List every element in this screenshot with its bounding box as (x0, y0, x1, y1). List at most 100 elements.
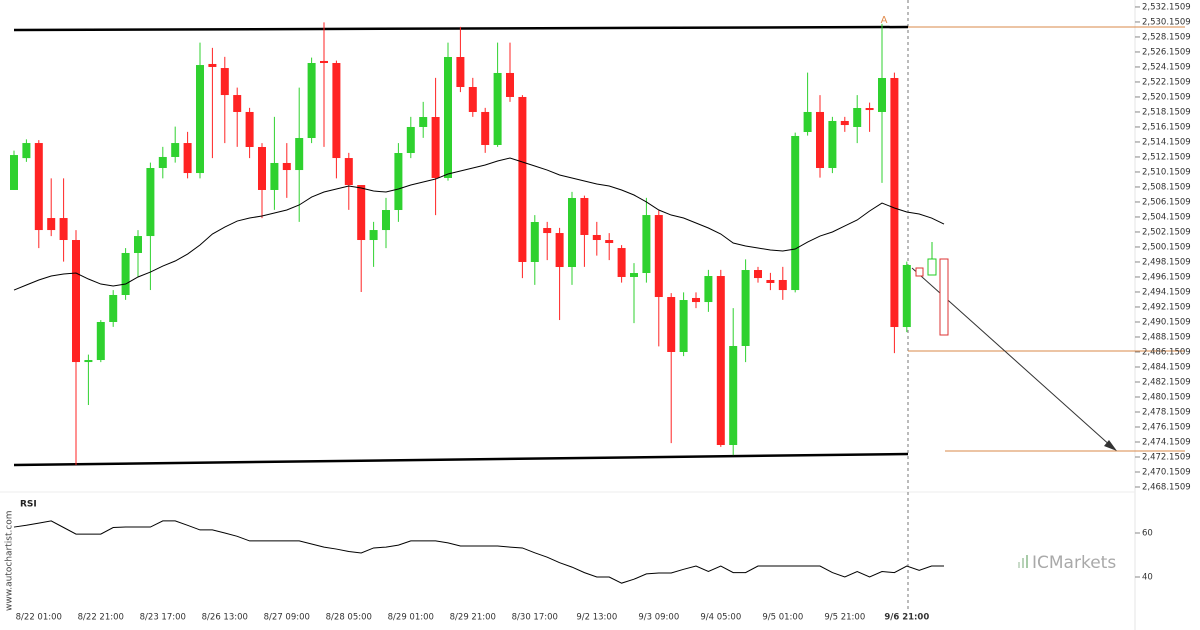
rsi-line (13, 520, 944, 584)
y-tick-label: 2,498.1509 (1142, 257, 1191, 267)
candle-body (208, 63, 217, 67)
candle-body (382, 210, 390, 231)
candle-body (344, 158, 353, 186)
y-tick-label: 2,476.1509 (1142, 422, 1191, 432)
candle-body (704, 276, 713, 303)
y-tick-label: 2,494.1509 (1142, 287, 1191, 297)
x-tick-label: 9/4 05:00 (700, 613, 741, 623)
candle-body (642, 215, 651, 274)
candle-body (592, 234, 601, 241)
y-tick-label: 2,482.1509 (1142, 377, 1191, 387)
candle-body (369, 230, 378, 241)
x-tick-label: 8/22 21:00 (78, 613, 124, 623)
x-tick-label: 8/28 05:00 (326, 613, 372, 623)
candle-body (865, 108, 874, 111)
candle-body (158, 156, 167, 169)
candle-body (568, 198, 576, 268)
y-tick-label: 2,488.1509 (1142, 332, 1191, 342)
candle-body (295, 138, 304, 171)
candle-body (617, 248, 626, 277)
x-tick-label: 9/5 21:00 (824, 613, 865, 623)
candle-body (468, 87, 477, 112)
candle-body (320, 60, 328, 64)
support-line (13, 452, 909, 467)
y-tick-label: 2,472.1509 (1142, 452, 1191, 462)
candle-body (754, 270, 762, 279)
y-tick-label: 2,528.1509 (1142, 32, 1191, 42)
y-tick-label: 2,514.1509 (1142, 137, 1191, 147)
candle-body (233, 95, 242, 112)
candle-body (121, 252, 130, 295)
candle-body (183, 143, 192, 174)
y-tick-label: 2,530.1509 (1142, 17, 1191, 27)
y-tick-label: 2,506.1509 (1142, 197, 1191, 207)
candle-body (716, 276, 725, 445)
x-tick-label: 9/2 13:00 (576, 613, 617, 623)
brand-icon (1018, 555, 1028, 568)
candle-body (791, 135, 800, 291)
y-tick-label: 2,524.1509 (1142, 62, 1191, 72)
candle-body (555, 233, 564, 268)
pattern-marker: A (881, 15, 888, 26)
x-tick-label: 9/3 09:00 (638, 613, 679, 623)
candle-body (741, 270, 750, 346)
y-tick-label: 40 (1142, 573, 1153, 583)
x-tick-label: 9/6 21:00 (884, 613, 929, 623)
y-tick-label: 2,502.1509 (1142, 227, 1191, 237)
candle-body (853, 108, 862, 127)
candle-body (605, 240, 614, 244)
candle-body (419, 117, 428, 127)
projected-candle (939, 258, 949, 336)
candle-body (84, 360, 93, 363)
candle-body (692, 297, 700, 303)
candle-body (518, 96, 527, 262)
brand-logo: ICMarkets (1032, 553, 1116, 573)
candle-body (270, 162, 279, 190)
candle-body (134, 236, 142, 253)
candle-body (245, 111, 254, 148)
candle-body (332, 63, 341, 159)
moving-average (13, 157, 945, 291)
candle-body (307, 63, 316, 139)
y-tick-label: 2,520.1509 (1142, 92, 1191, 102)
y-tick-label: 2,510.1509 (1142, 167, 1191, 177)
rsi-title: RSI (20, 500, 37, 510)
y-tick-label: 2,496.1509 (1142, 272, 1191, 282)
candle-body (146, 168, 155, 237)
candle-body (96, 321, 105, 361)
y-tick-label: 2,468.1509 (1142, 482, 1191, 492)
y-tick-label: 2,486.1509 (1142, 347, 1191, 357)
candle-body (729, 345, 738, 445)
candle-body (282, 162, 291, 171)
candle-body (679, 300, 688, 352)
candle-body (10, 155, 18, 190)
x-tick-label: 8/29 21:00 (450, 613, 496, 623)
y-tick-label: 2,490.1509 (1142, 317, 1191, 327)
candle-body (766, 279, 775, 283)
y-tick-label: 60 (1142, 529, 1153, 539)
candle-body (803, 111, 812, 133)
candle-body (667, 297, 676, 352)
y-tick-label: 2,500.1509 (1142, 242, 1191, 252)
candle-body (406, 126, 415, 154)
watermark: www.autochartist.com (5, 510, 15, 611)
y-tick-label: 2,484.1509 (1142, 362, 1191, 372)
candle-body (357, 185, 366, 241)
candle-body (580, 198, 589, 235)
candle-body (196, 65, 204, 174)
y-tick-label: 2,518.1509 (1142, 107, 1191, 117)
candle-body (493, 72, 502, 145)
candle-body (22, 143, 31, 159)
arrow-head (1104, 440, 1117, 451)
resistance-line (13, 25, 909, 32)
y-tick-label: 2,470.1509 (1142, 467, 1191, 477)
candle-body (171, 143, 180, 157)
candle-body (444, 57, 452, 178)
candle-body (878, 78, 886, 112)
y-tick-label: 2,480.1509 (1142, 392, 1191, 402)
x-tick-label: 8/23 17:00 (140, 613, 186, 623)
y-tick-label: 2,504.1509 (1142, 212, 1191, 222)
x-tick-label: 8/27 09:00 (264, 613, 310, 623)
y-tick-label: 2,508.1509 (1142, 182, 1191, 192)
